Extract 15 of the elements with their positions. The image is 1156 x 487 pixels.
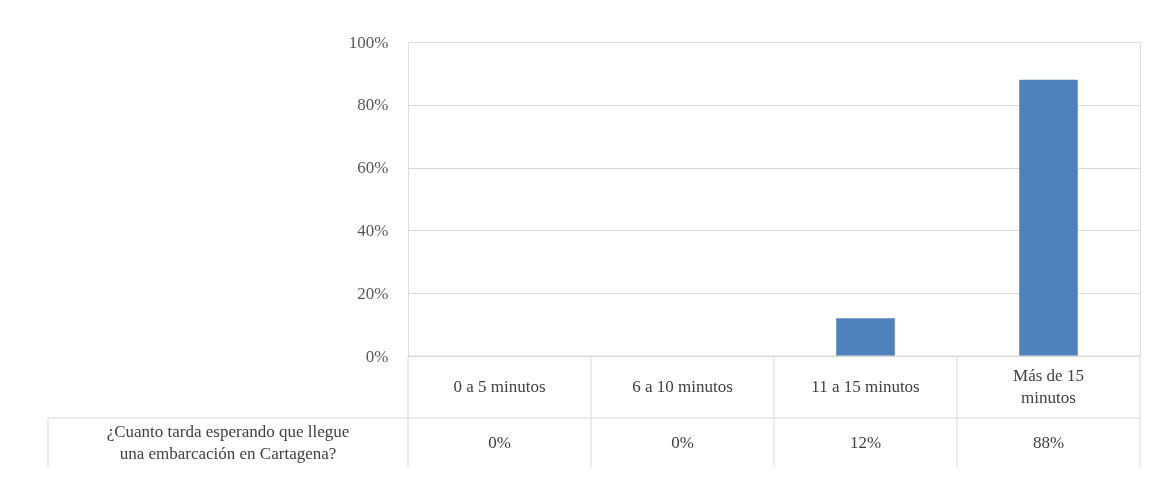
y-tick-label: 20% (357, 283, 389, 303)
x-tick-label: 11 a 15 minutos (811, 377, 920, 396)
y-tick-label: 80% (357, 95, 389, 115)
y-tick-label: 60% (357, 158, 389, 178)
data-label: 0% (488, 433, 511, 452)
data-label: 0% (671, 433, 694, 452)
y-tick-label: 0% (365, 346, 389, 366)
x-tick-label: Más de 15 minutos (1013, 366, 1084, 407)
y-tick-label: 40% (357, 220, 389, 240)
text: ¿Cuanto tarda esperando que llegue una embarcación en Cartagena? (106, 422, 350, 463)
data-label: 12% (849, 433, 882, 452)
x-tick-label: 6 a 10 minutos (632, 377, 733, 396)
y-tick-label: 100% (348, 32, 389, 52)
data-label: 88% (1032, 433, 1065, 452)
x-tick-label: 0 a 5 minutos (453, 377, 546, 396)
